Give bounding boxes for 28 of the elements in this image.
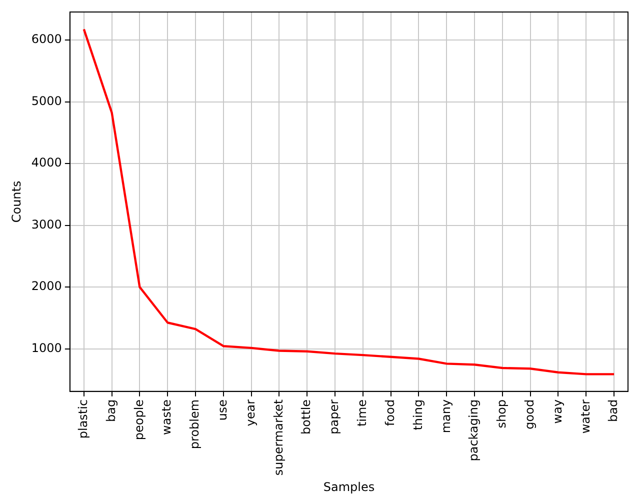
y-tick-label: 1000: [31, 341, 62, 355]
x-tick-label: thing: [410, 399, 425, 430]
y-axis-title: Counts: [9, 180, 24, 223]
x-tick-label: bad: [606, 399, 620, 422]
x-tick-label: people: [132, 399, 146, 440]
x-tick-label: supermarket: [271, 399, 286, 476]
x-tick-label: bottle: [299, 399, 314, 435]
x-tick-label: problem: [188, 399, 202, 450]
x-tick-label: shop: [494, 399, 509, 428]
y-tick-label: 5000: [31, 94, 62, 108]
x-tick-label: bag: [104, 399, 118, 422]
x-tick-label: paper: [327, 399, 342, 434]
x-tick-label: water: [578, 399, 592, 434]
y-tick-label: 3000: [31, 217, 62, 232]
x-tick-label: way: [550, 399, 564, 424]
y-tick-label: 2000: [31, 279, 62, 294]
x-axis-title: Samples: [323, 480, 375, 494]
x-tick-label: use: [216, 399, 230, 421]
x-tick-label: food: [382, 399, 397, 426]
x-tick-label: year: [243, 399, 258, 426]
x-tick-label: packaging: [466, 399, 481, 462]
x-tick-label: time: [355, 399, 370, 427]
y-tick-label: 4000: [31, 156, 62, 170]
x-tick-label: good: [522, 399, 536, 430]
y-tick-label: 6000: [31, 32, 62, 46]
x-tick-label: many: [438, 399, 453, 434]
x-tick-label: waste: [160, 399, 174, 435]
x-tick-label: plastic: [76, 399, 90, 439]
